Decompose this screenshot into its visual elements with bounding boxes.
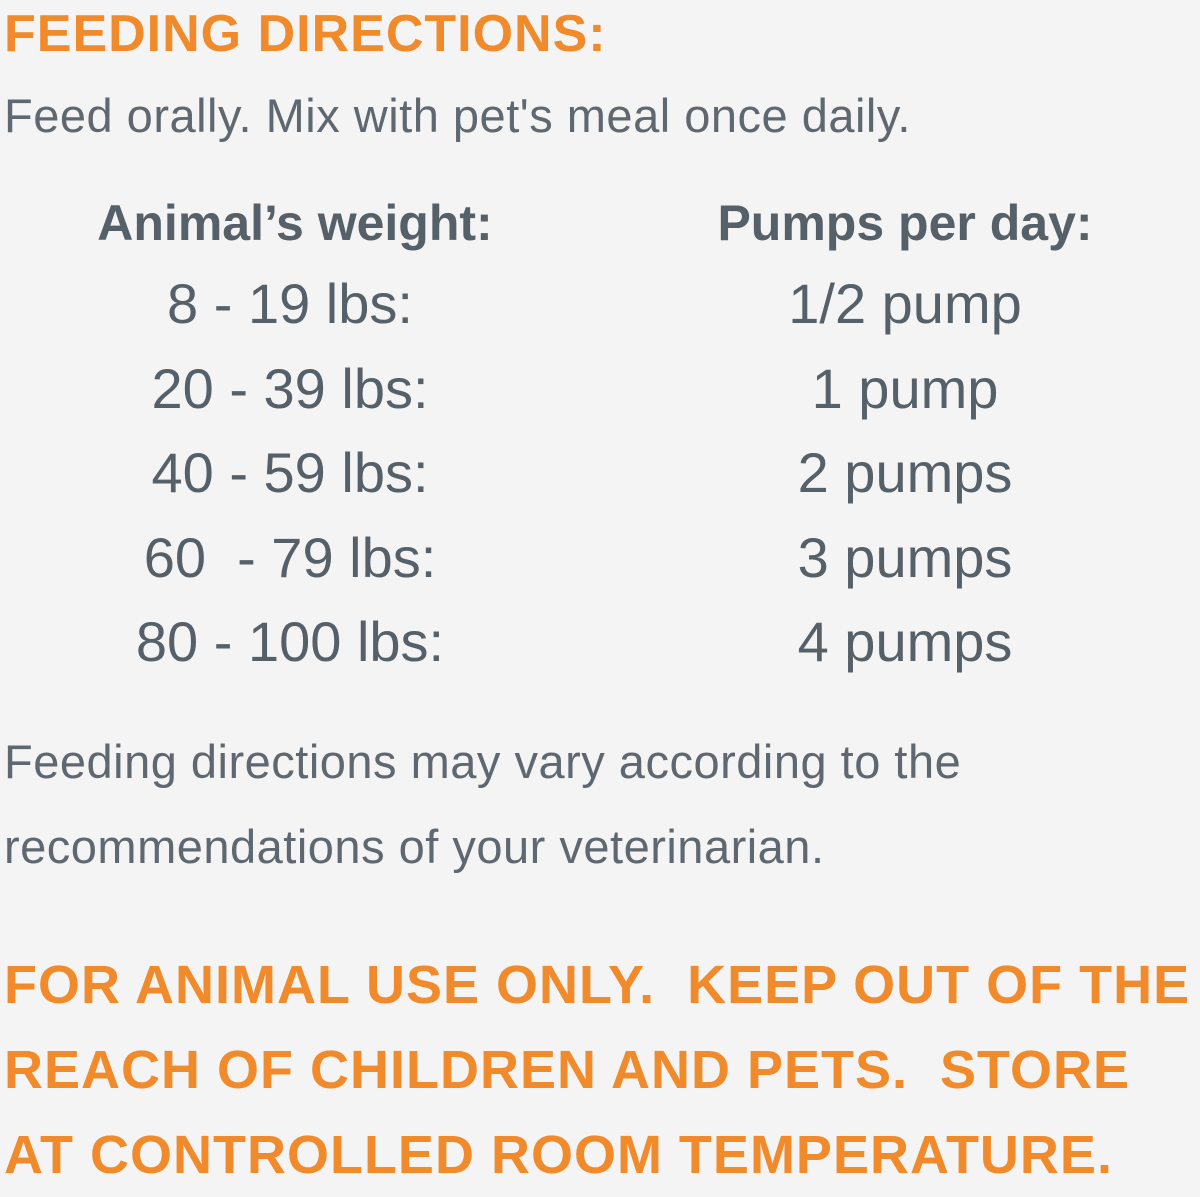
table-header: Animal’s weight: bbox=[97, 195, 493, 251]
intro: Feed orally. Mix with pet's meal once da… bbox=[4, 89, 911, 142]
table-header: Pumps per day: bbox=[717, 195, 1093, 251]
table-cell: 1/2 pump bbox=[788, 272, 1022, 335]
heading: FEEDING DIRECTIONS: bbox=[4, 5, 607, 63]
table-cell: 8 - 19 lbs: bbox=[167, 272, 413, 335]
table-cell: 60 - 79 lbs: bbox=[143, 525, 437, 589]
note-line: Feeding directions may vary according to… bbox=[4, 735, 962, 788]
warning-line: FOR ANIMAL USE ONLY. KEEP OUT OF THE bbox=[4, 955, 1191, 1015]
table-cell: 1 pump bbox=[811, 356, 999, 420]
table-cell: 20 - 39 lbs: bbox=[151, 356, 429, 420]
table-cell: 80 - 100 lbs: bbox=[135, 610, 445, 673]
table-cell: 4 pumps bbox=[797, 610, 1013, 673]
table-cell: 40 - 59 lbs: bbox=[151, 441, 429, 504]
warning-line: AT CONTROLLED ROOM TEMPERATURE. bbox=[4, 1125, 1113, 1185]
table-cell: 3 pumps bbox=[797, 525, 1013, 589]
warning-line: REACH OF CHILDREN AND PETS. STORE bbox=[4, 1040, 1131, 1100]
table-cell: 2 pumps bbox=[797, 441, 1013, 504]
note-line: recommendations of your veterinarian. bbox=[4, 820, 825, 873]
